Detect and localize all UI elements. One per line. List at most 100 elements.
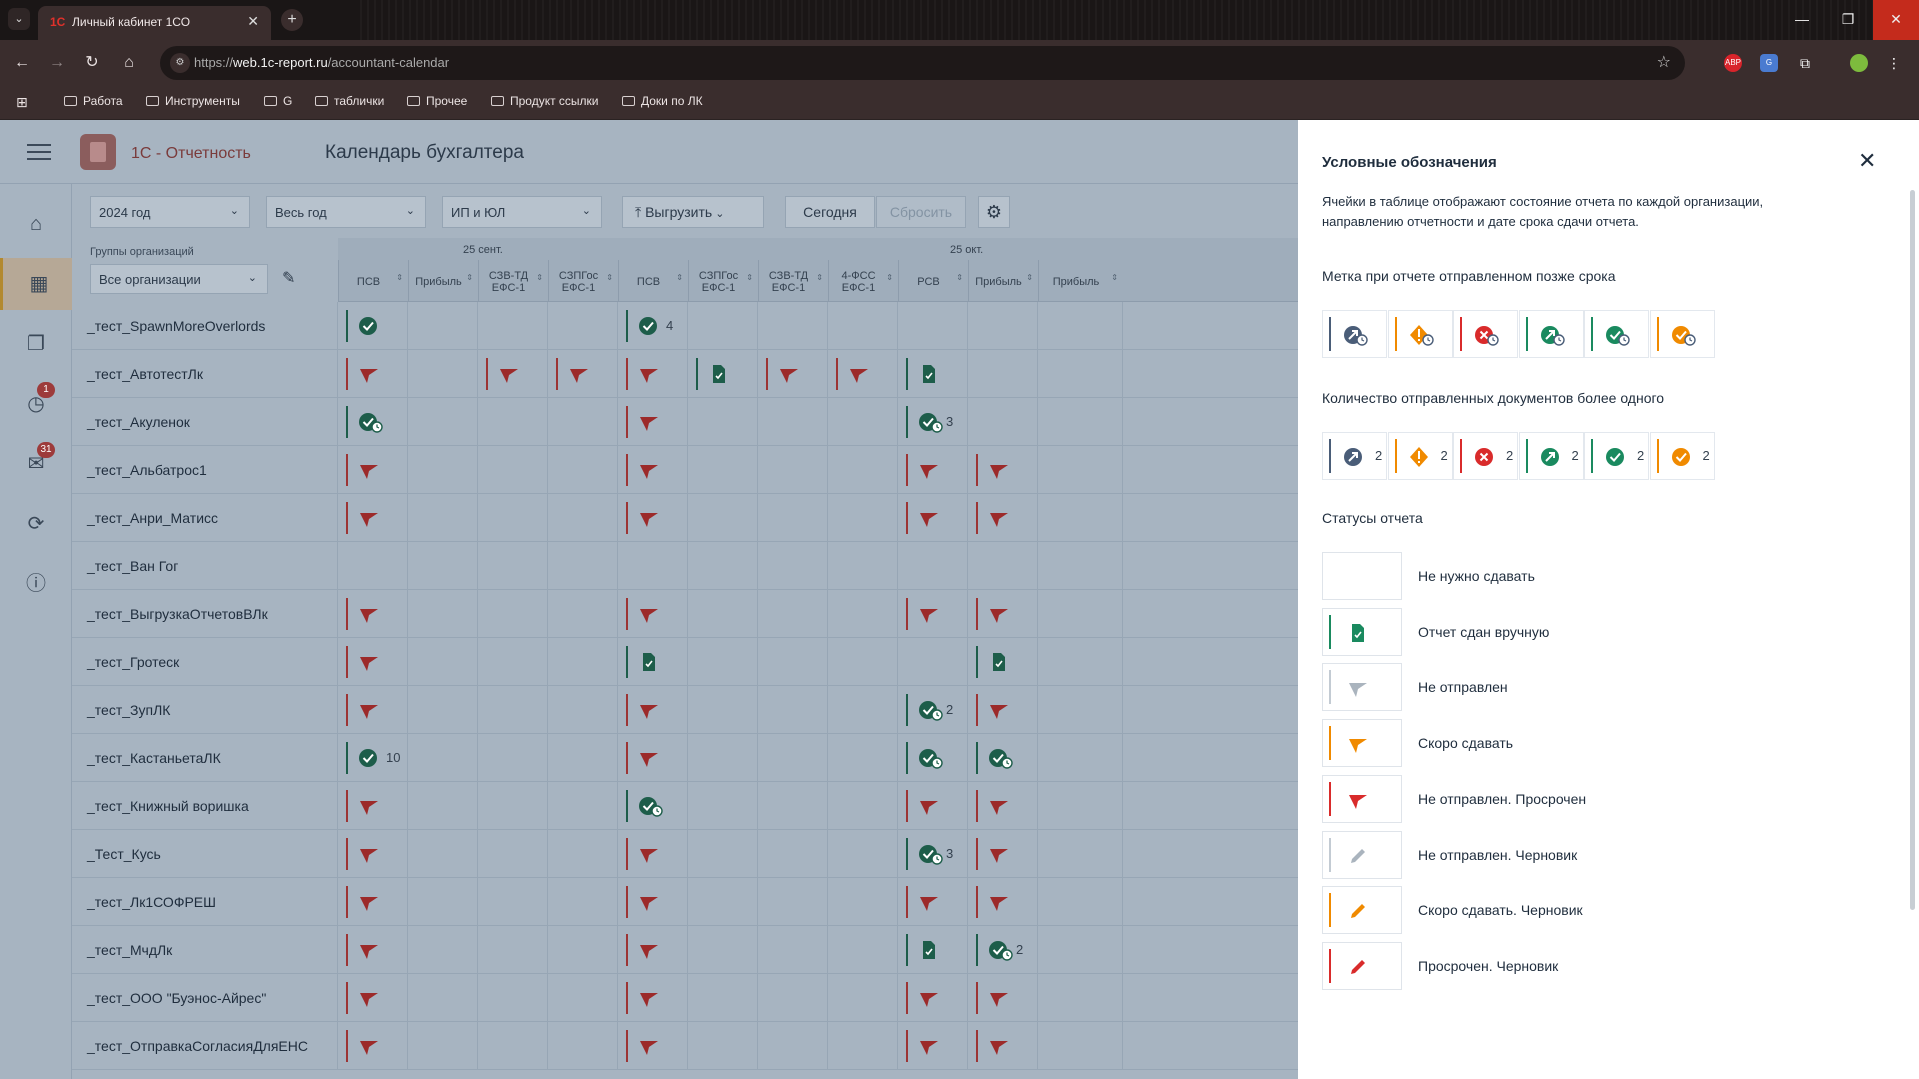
report-cell[interactable] [688, 542, 758, 590]
report-cell[interactable]: 3 [898, 398, 968, 446]
report-cell[interactable] [618, 494, 688, 542]
report-cell[interactable] [408, 878, 478, 926]
report-cell[interactable] [1038, 398, 1123, 446]
report-cell[interactable] [408, 830, 478, 878]
report-cell[interactable] [338, 398, 408, 446]
org-name[interactable]: _тест_Ван Гог [87, 558, 179, 574]
report-cell[interactable] [1038, 590, 1123, 638]
report-cell[interactable] [968, 350, 1038, 398]
org-name[interactable]: _тест_Лк1СОФРЕШ [87, 894, 216, 910]
table-row[interactable]: _тест_МчдЛк 2 [72, 926, 1298, 974]
close-icon[interactable]: ✕ [1858, 148, 1877, 173]
forward-icon[interactable]: → [49, 54, 65, 71]
adblock-icon[interactable]: ABP [1724, 54, 1742, 72]
report-cell[interactable] [758, 734, 828, 782]
column-header[interactable]: Прибыль ⇕ [1038, 260, 1123, 302]
report-cell[interactable] [758, 830, 828, 878]
report-cell[interactable] [548, 974, 618, 1022]
report-cell[interactable] [338, 302, 408, 350]
column-header[interactable]: Прибыль ⇕ [968, 260, 1038, 302]
report-cell[interactable] [688, 782, 758, 830]
report-cell[interactable] [408, 734, 478, 782]
report-cell[interactable] [688, 398, 758, 446]
sort-icon[interactable]: ⇕ [396, 273, 403, 282]
settings-icon[interactable]: ⚙ [978, 196, 1010, 228]
report-cell[interactable] [408, 974, 478, 1022]
report-cell[interactable] [688, 494, 758, 542]
report-cell[interactable] [898, 926, 968, 974]
report-cell[interactable] [548, 350, 618, 398]
table-row[interactable]: _тест_Лк1СОФРЕШ [72, 878, 1298, 926]
extensions-icon[interactable]: ⧉ [1800, 55, 1810, 71]
report-cell[interactable] [758, 1022, 828, 1070]
org-name[interactable]: _тест_КастаньетаЛК [87, 750, 221, 766]
column-header[interactable]: СЗВ-ТД ЕФС-1 ⇕ [758, 260, 828, 302]
report-cell[interactable] [338, 974, 408, 1022]
report-cell[interactable] [898, 638, 968, 686]
report-cell[interactable] [828, 830, 898, 878]
report-cell[interactable] [688, 446, 758, 494]
report-cell[interactable] [618, 398, 688, 446]
report-cell[interactable] [828, 542, 898, 590]
report-cell[interactable] [548, 926, 618, 974]
report-cell[interactable] [408, 1022, 478, 1070]
org-name[interactable]: _тест_SpawnMoreOverlords [87, 318, 266, 334]
org-name[interactable]: _тест_Альбатрос1 [87, 462, 207, 478]
report-cell[interactable] [828, 1022, 898, 1070]
report-cell[interactable] [758, 686, 828, 734]
report-cell[interactable] [548, 446, 618, 494]
column-header[interactable]: СЗПГос ЕФС-1 ⇕ [548, 260, 618, 302]
sort-icon[interactable]: ⇕ [676, 273, 683, 282]
table-row[interactable]: _тест_Книжный воришка [72, 782, 1298, 830]
report-cell[interactable] [478, 398, 548, 446]
bookmark-folder[interactable]: таблички [315, 94, 384, 108]
report-cell[interactable] [478, 542, 548, 590]
report-cell[interactable] [478, 1022, 548, 1070]
report-cell[interactable] [338, 878, 408, 926]
apps-grid-icon[interactable]: ⊞ [16, 94, 28, 110]
report-cell[interactable] [618, 638, 688, 686]
report-cell[interactable] [478, 878, 548, 926]
report-cell[interactable] [828, 350, 898, 398]
report-cell[interactable] [478, 350, 548, 398]
bookmark-folder[interactable]: Прочее [407, 94, 467, 108]
browser-tab[interactable]: 1С Личный кабинет 1СО ✕ [38, 6, 271, 40]
sidebar-item-sync[interactable]: ⟳ [0, 498, 72, 550]
address-bar[interactable]: ⚙ https://web.1c-report.ru/accountant-ca… [160, 46, 1685, 80]
report-cell[interactable] [688, 830, 758, 878]
org-name[interactable]: _тест_Гротеск [87, 654, 180, 670]
report-cell[interactable] [618, 782, 688, 830]
report-cell[interactable] [758, 926, 828, 974]
report-cell[interactable] [338, 350, 408, 398]
report-cell[interactable] [828, 302, 898, 350]
org-name[interactable]: _тест_ОтправкаСогласияДляЕНС [87, 1038, 308, 1054]
report-cell[interactable] [618, 830, 688, 878]
tab-close-icon[interactable]: ✕ [247, 13, 259, 29]
report-cell[interactable] [618, 686, 688, 734]
report-cell[interactable] [828, 926, 898, 974]
report-cell[interactable] [758, 974, 828, 1022]
report-cell[interactable] [548, 734, 618, 782]
column-header[interactable]: ПСВ ⇕ [338, 260, 408, 302]
report-cell[interactable] [1038, 686, 1123, 734]
report-cell[interactable] [968, 686, 1038, 734]
reset-button[interactable]: Сбросить [876, 196, 966, 228]
report-cell[interactable] [688, 590, 758, 638]
bookmark-folder[interactable]: Инструменты [146, 94, 240, 108]
table-row[interactable]: _тест_АвтотестЛк [72, 350, 1298, 398]
report-cell[interactable] [828, 974, 898, 1022]
report-cell[interactable] [548, 782, 618, 830]
sidebar-item-mail[interactable]: ✉ 31 [0, 438, 72, 490]
report-cell[interactable] [408, 302, 478, 350]
report-cell[interactable] [548, 1022, 618, 1070]
report-cell[interactable] [548, 686, 618, 734]
org-name[interactable]: _тест_ЗупЛК [87, 702, 171, 718]
home-icon[interactable]: ⌂ [124, 54, 134, 71]
today-button[interactable]: Сегодня [785, 196, 875, 228]
report-cell[interactable] [408, 782, 478, 830]
report-cell[interactable] [618, 878, 688, 926]
report-cell[interactable] [1038, 734, 1123, 782]
report-cell[interactable] [338, 782, 408, 830]
table-row[interactable]: _тест_SpawnMoreOverlords 4 [72, 302, 1298, 350]
report-cell[interactable] [338, 686, 408, 734]
